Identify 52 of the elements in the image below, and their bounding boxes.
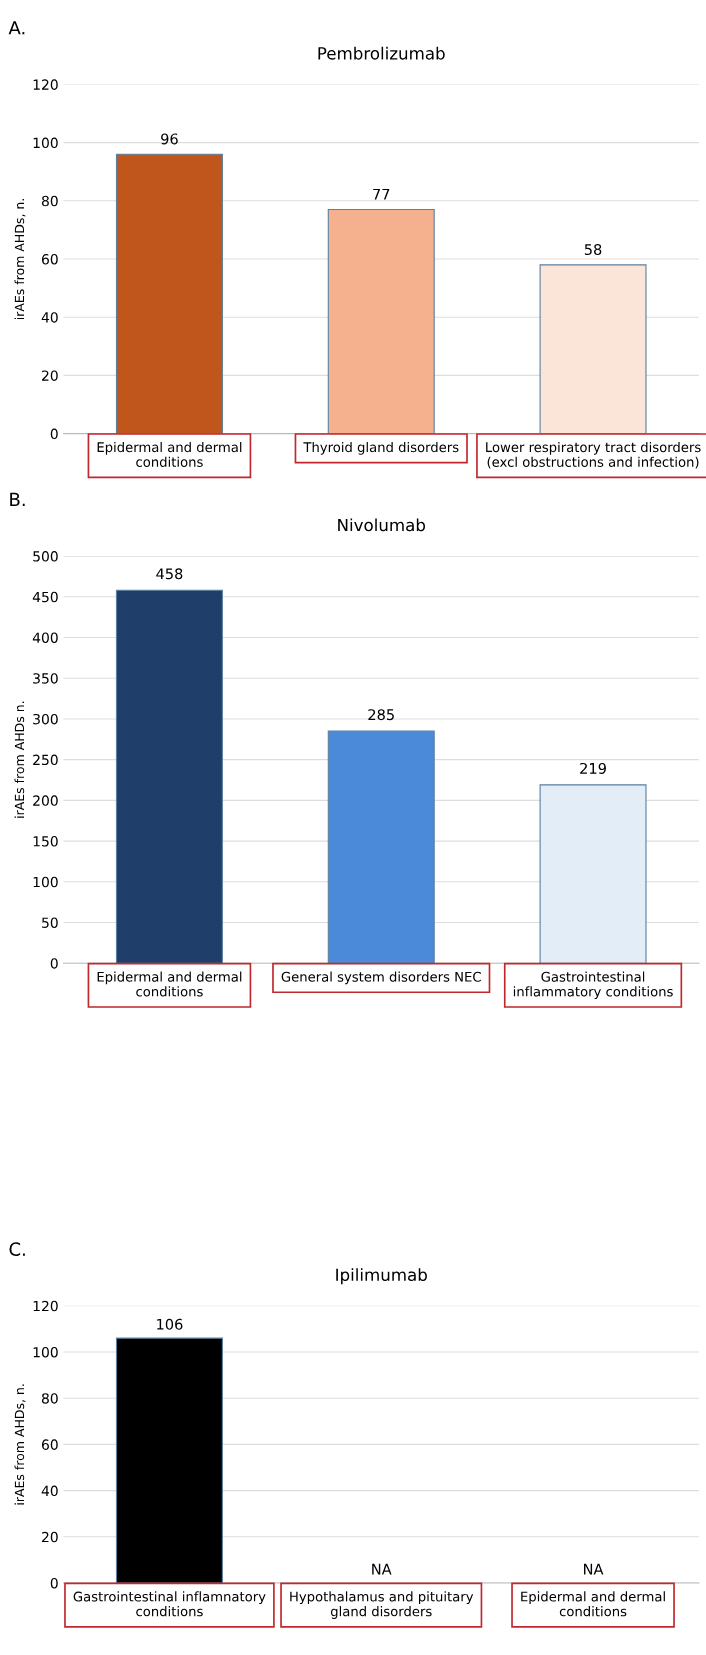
y-tick-label: 20 [42,1531,58,1543]
y-tick-label: 0 [50,1577,58,1589]
x-tick-label: Gastrointestinal inflammatory conditions [513,971,673,1000]
x-tick-label: Gastrointestinal inflamnatory conditions [73,1591,266,1617]
y-tick-label: 40 [41,312,58,323]
y-tick-label: 80 [41,1393,58,1404]
y-tick-label: 200 [33,795,58,806]
text: B. [10,492,25,506]
y-tick-label: 120 [33,79,58,90]
data-label: 219 [580,762,606,774]
chart-title: Nivolumab [338,518,426,532]
data-label: 77 [373,188,390,200]
y-tick-label: 450 [32,591,58,603]
chart-title: Pembrolizumab [318,46,445,60]
x-tick-label: Epidermal and dermal conditions [97,971,242,997]
y-tick-label: 250 [33,754,58,766]
data-label: 106 [157,1318,183,1330]
y-tick-label: 60 [41,253,58,265]
x-tick-label: Epidermal and dermal conditions [97,441,242,467]
y-tick-label: 50 [42,917,58,928]
y-tick-label: 100 [33,1346,58,1358]
x-tick-label: Hypothalamus and pituitary gland disorders [290,1591,474,1619]
y-axis-title: irAEs from AHDs, n. [14,199,26,320]
y-tick-label: 0 [50,958,58,969]
x-tick-label: General system disorders NEC [281,971,481,985]
x-tick-label: Lower respiratory tract disorders (excl obstructions and infection) [486,441,701,469]
data-label: 285 [368,709,394,721]
data-label: 96 [161,133,178,145]
text: NA [584,1563,604,1575]
y-tick-label: 60 [41,1439,58,1450]
y-tick-label: 120 [33,1300,58,1312]
y-tick-label: 300 [33,713,58,725]
y-tick-label: 80 [41,195,58,207]
y-tick-label: 350 [33,673,58,684]
data-label: 58 [584,243,602,256]
text: NA [372,1563,392,1575]
y-axis-title: irAEs from AHDs n. [14,701,25,818]
x-tick-label: Thyroid gland disorders [303,441,459,455]
y-tick-label: 500 [33,551,58,562]
y-tick-label: 400 [32,632,58,643]
y-tick-label: 100 [33,876,58,888]
y-tick-label: 40 [41,1485,58,1497]
y-axis-title: irAEs from AHDs, n. [14,1384,26,1505]
x-tick-label: Epidermal and dermal conditions [521,1591,665,1617]
text: C. [9,1242,25,1256]
y-tick-label: 20 [42,370,58,381]
chart-title: Ipilimumab [336,1268,427,1285]
text: A. [8,21,25,35]
y-tick-label: 100 [33,137,58,149]
y-tick-label: 0 [50,428,58,440]
y-tick-label: 150 [33,836,58,847]
data-label: 458 [156,568,183,580]
